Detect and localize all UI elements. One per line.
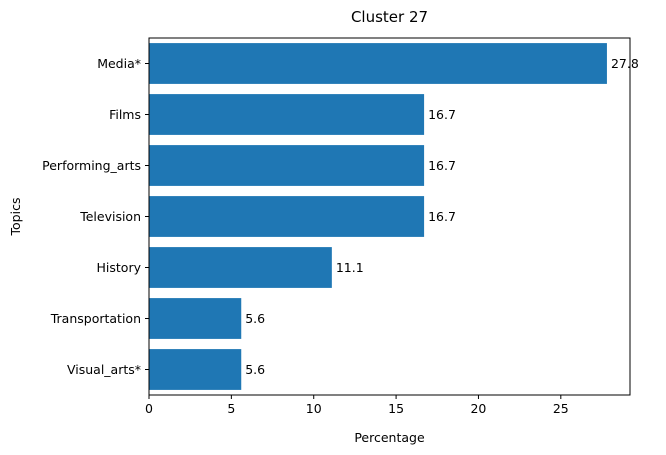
x-axis-ticks: 0 5 10 15 20 25 xyxy=(145,395,569,416)
x-tick-label: 0 xyxy=(145,401,153,416)
bar-films xyxy=(149,94,425,135)
y-tick-label: Visual_arts* xyxy=(67,362,141,377)
value-label: 5.6 xyxy=(245,362,265,377)
value-label: 27.8 xyxy=(611,56,639,71)
chart-title: Cluster 27 xyxy=(351,8,428,26)
value-label: 16.7 xyxy=(428,209,456,224)
y-axis-label: Topics xyxy=(8,198,23,237)
plot-frame xyxy=(148,37,631,396)
y-tick-label: Films xyxy=(109,107,141,122)
value-label: 16.7 xyxy=(428,158,456,173)
y-tick-label: Transportation xyxy=(50,311,141,326)
value-labels-group: 27.8 16.7 16.7 16.7 11.1 5.6 5.6 xyxy=(245,56,639,377)
bar-history xyxy=(149,247,332,288)
x-tick-label: 5 xyxy=(227,401,235,416)
y-axis-ticks: Media* Films Performing_arts Television Hist… xyxy=(42,56,149,377)
bar-visual-arts xyxy=(149,349,242,390)
bar-television xyxy=(149,196,425,237)
y-tick-label: Media* xyxy=(97,56,141,71)
bar-media xyxy=(149,43,607,84)
y-tick-label: History xyxy=(97,260,142,275)
bar-performing-arts xyxy=(149,145,425,186)
y-tick-label: Television xyxy=(79,209,141,224)
bar-transportation xyxy=(149,298,242,339)
x-tick-label: 10 xyxy=(306,401,322,416)
value-label: 5.6 xyxy=(245,311,265,326)
x-tick-label: 15 xyxy=(388,401,404,416)
x-tick-label: 25 xyxy=(553,401,569,416)
x-axis-label: Percentage xyxy=(354,430,425,445)
bars-group xyxy=(149,43,607,390)
y-tick-label: Performing_arts xyxy=(42,158,141,173)
value-label: 11.1 xyxy=(336,260,364,275)
x-tick-label: 20 xyxy=(470,401,486,416)
value-label: 16.7 xyxy=(428,107,456,122)
